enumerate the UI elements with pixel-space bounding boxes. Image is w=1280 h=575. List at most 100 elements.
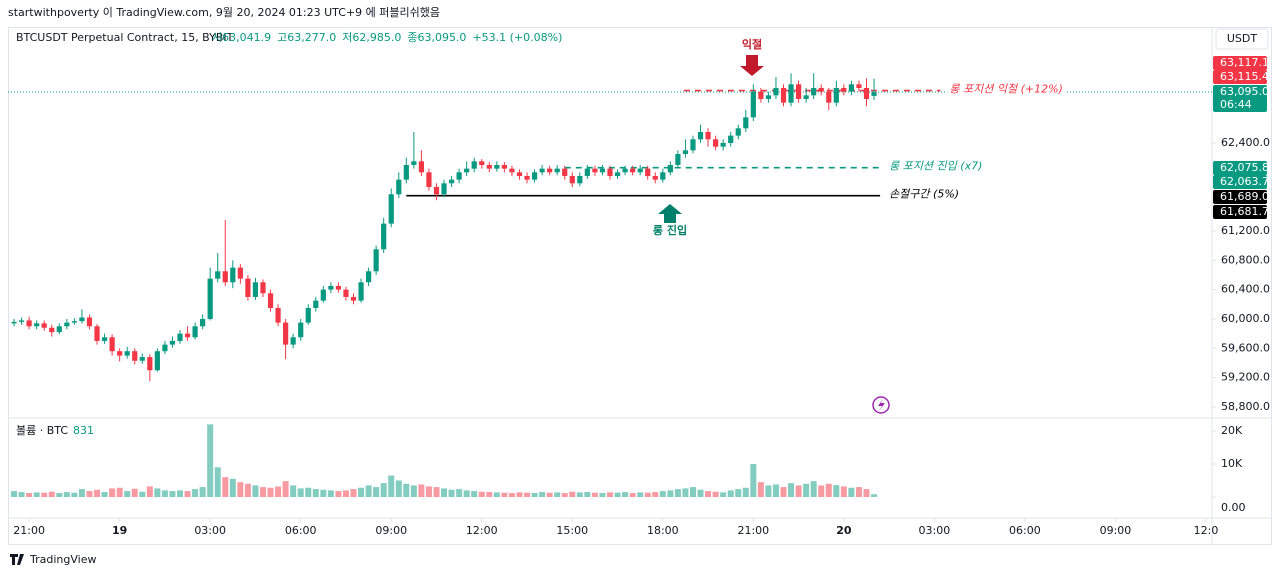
volume-bar	[275, 486, 282, 497]
volume-bar	[388, 475, 395, 497]
candle-body	[705, 131, 711, 140]
volume-bar	[697, 489, 704, 497]
volume-bar	[652, 492, 659, 497]
candle-body	[86, 317, 93, 327]
candle-body	[109, 337, 115, 352]
candle-body	[547, 168, 553, 173]
candle-body	[743, 117, 749, 129]
volume-bar	[772, 484, 779, 497]
volume-bar	[501, 492, 508, 497]
candle-body	[713, 139, 719, 147]
volume-bar	[471, 491, 478, 497]
y-tick-label: 62,400.0	[1221, 136, 1270, 149]
candle-body	[750, 91, 756, 118]
candle-body	[245, 278, 251, 297]
ohlc-value: 종63,095.0	[407, 31, 466, 44]
volume-bar	[222, 477, 229, 497]
volume-bar	[441, 488, 448, 497]
volume-bar	[177, 490, 183, 497]
price-tag	[1213, 175, 1267, 189]
candle-body	[184, 333, 191, 338]
candle-body	[207, 278, 213, 319]
volume-bar	[184, 491, 191, 497]
candle-body	[388, 194, 394, 224]
candle-body	[350, 296, 357, 301]
volume-bar	[373, 487, 380, 497]
volume-tick-label: 10K	[1221, 457, 1243, 470]
candle-body	[298, 322, 304, 338]
volume-bar	[124, 491, 131, 497]
volume-bar	[229, 478, 236, 497]
volume-bar	[63, 492, 70, 497]
candle-body	[403, 164, 409, 180]
volume-bar	[463, 490, 470, 497]
candle-body	[252, 282, 259, 297]
y-tick-label: 60,400.0	[1221, 283, 1270, 296]
candle-body	[237, 267, 243, 279]
candle-body	[675, 153, 681, 165]
x-tick-label: 19	[112, 524, 127, 537]
volume-bar	[169, 491, 176, 497]
volume-bar	[516, 492, 523, 497]
currency[interactable]: USDT	[1227, 32, 1258, 45]
candle-body	[697, 131, 704, 140]
candle-body	[599, 168, 606, 173]
ohlc-value: +53.1 (+0.08%)	[472, 31, 562, 44]
volume-bar	[486, 492, 493, 497]
y-tick-label: 59,200.0	[1221, 371, 1270, 384]
candle-body	[320, 289, 326, 301]
candle-body	[267, 293, 274, 308]
annotation-text: 손절구간 (5%)	[889, 188, 959, 201]
annotation-text-bg	[947, 82, 1065, 96]
volume-bar	[720, 492, 727, 497]
volume-bar	[659, 491, 666, 497]
volume-last: 831	[73, 424, 94, 437]
candle-body	[230, 267, 236, 283]
candle-body	[162, 344, 168, 352]
x-tick-label: 03:00	[194, 524, 226, 537]
x-tick-label: 06:00	[285, 524, 317, 537]
price-tag	[1213, 205, 1267, 219]
volume-bar	[282, 481, 289, 497]
volume-bar	[539, 492, 546, 497]
candle-body	[283, 322, 289, 345]
volume-bar	[101, 492, 108, 497]
candle-body	[260, 282, 266, 294]
volume-bar	[433, 487, 440, 497]
x-tick-label: 20	[836, 524, 852, 537]
price-tag-label: 63,115.4	[1220, 70, 1269, 83]
volume-bar	[358, 487, 365, 497]
volume-bar	[418, 484, 425, 497]
candle-body	[788, 84, 794, 103]
candle-body	[871, 92, 877, 96]
volume-bar	[614, 492, 621, 497]
volume-bar	[18, 492, 25, 497]
x-tick-label: 09:00	[1100, 524, 1132, 537]
y-tick-label: 61,200.0	[1221, 224, 1270, 237]
candle-body	[71, 321, 77, 323]
volume-bar	[456, 489, 463, 497]
candle-body	[637, 168, 643, 173]
volume-bar	[312, 489, 319, 497]
volume-bar	[727, 490, 734, 497]
ohlc-value: 시63,041.9	[212, 31, 271, 44]
candle-body	[630, 168, 636, 173]
candle-body	[147, 357, 153, 371]
candle-body	[758, 91, 764, 99]
volume-bar	[674, 489, 681, 497]
candle-body	[18, 320, 25, 322]
event-bolt[interactable]	[878, 399, 885, 411]
candle-body	[34, 323, 40, 327]
volume-bar	[41, 492, 48, 497]
volume-bar	[825, 483, 832, 497]
page-title: startwithpoverty 이 TradingView.com, 9월 2…	[8, 6, 440, 19]
currency-box[interactable]	[1215, 28, 1269, 50]
candle-body	[660, 172, 666, 180]
candle-body	[479, 161, 485, 165]
candle-body	[313, 300, 319, 308]
volume-bar	[214, 467, 221, 497]
candle-body	[773, 87, 779, 96]
candle-body	[592, 168, 598, 173]
